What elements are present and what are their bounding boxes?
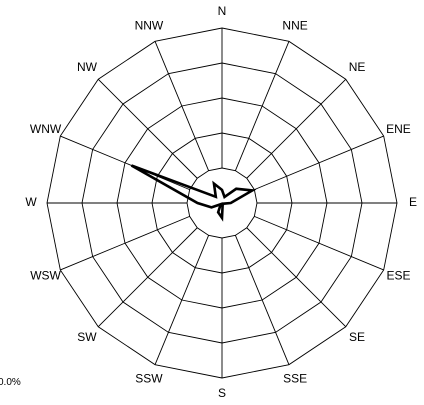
direction-label-se: SE: [349, 330, 365, 344]
spoke-sse: [234, 235, 290, 365]
spoke-ese: [254, 215, 384, 271]
spoke-nw: [97, 78, 198, 179]
spoke-sw: [97, 227, 198, 328]
direction-label-nnw: NNW: [135, 19, 164, 33]
direction-label-wsw: WSW: [30, 268, 61, 282]
direction-label-ssw: SSW: [135, 372, 163, 386]
spoke-ssw: [154, 235, 210, 365]
spoke-ne: [246, 78, 347, 179]
spoke-wnw: [60, 135, 190, 191]
direction-labels: N NNE NE ENE E ESE SE SSE S SSW SW WSW W WNW NW NNW: [25, 4, 417, 400]
series-line-1: [130, 164, 257, 222]
direction-label-sse: SSE: [283, 372, 307, 386]
direction-label-wnw: WNW: [30, 122, 62, 136]
series-layer: [130, 164, 257, 222]
direction-label-nw: NW: [77, 60, 98, 74]
spoke-nnw: [154, 41, 210, 171]
direction-label-nne: NNE: [282, 19, 307, 33]
spoke-wsw: [60, 215, 190, 271]
scale-label: 0.0%: [0, 377, 21, 388]
direction-label-s: S: [218, 386, 226, 400]
spoke-se: [246, 227, 347, 328]
direction-label-e: E: [409, 195, 417, 209]
spoke-ene: [254, 135, 384, 191]
direction-label-ene: ENE: [386, 122, 411, 136]
direction-label-ne: NE: [349, 60, 366, 74]
direction-label-n: N: [218, 4, 227, 18]
direction-label-ese: ESE: [386, 268, 410, 282]
direction-label-w: W: [25, 195, 37, 209]
direction-spokes: [47, 28, 397, 378]
direction-label-sw: SW: [77, 330, 97, 344]
spoke-nne: [234, 41, 290, 171]
